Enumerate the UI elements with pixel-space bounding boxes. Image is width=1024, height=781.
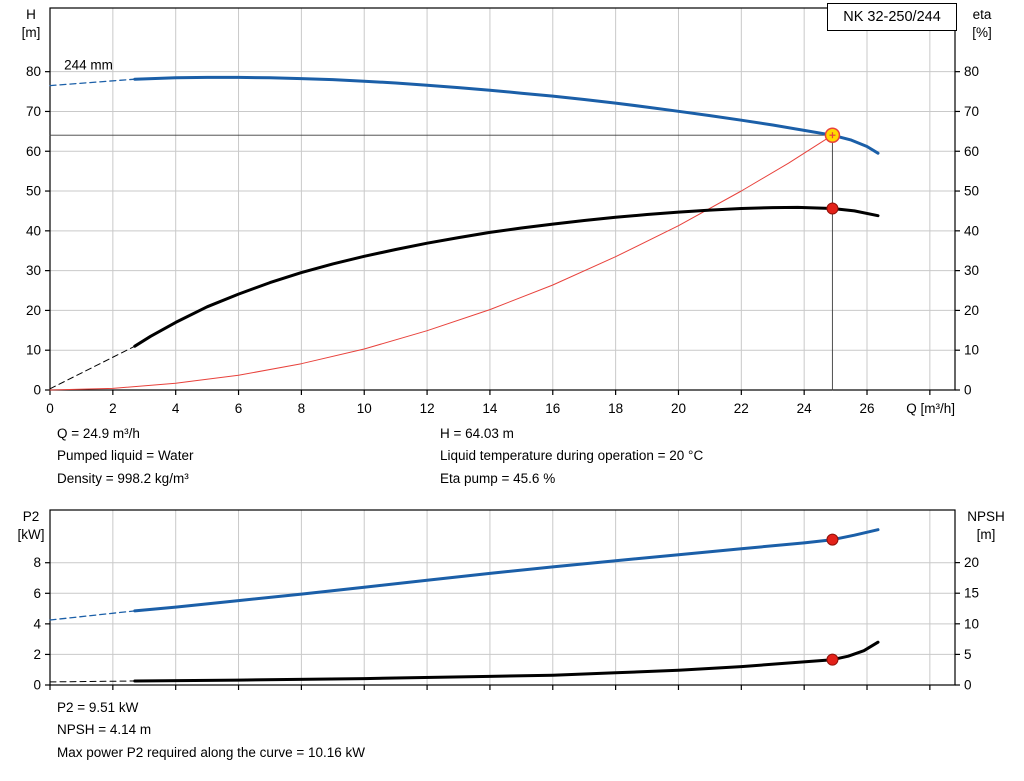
- y-right-axis-title: eta: [973, 7, 992, 22]
- p2-curve-extrapolated: [49, 610, 136, 621]
- max-power-text: Max power P2 required along the curve = …: [57, 744, 366, 760]
- tick-label-bottom: 10: [357, 401, 372, 416]
- y-left-axis-title: [kW]: [18, 527, 45, 542]
- duty-flow-text: Q = 24.9 m³/h: [57, 426, 140, 441]
- tick-label-left: 50: [26, 184, 41, 199]
- eta-curve: [133, 205, 880, 348]
- tick-label-right: 15: [964, 586, 979, 601]
- tick-label-bottom: 2: [109, 401, 117, 416]
- tick-label-left: 60: [26, 144, 41, 159]
- p2-operating-point[interactable]: [826, 533, 839, 546]
- tick-label-right: 40: [964, 223, 979, 238]
- eta-operating-point[interactable]: [826, 202, 839, 215]
- plot-border: [49, 7, 956, 391]
- tick-label-bottom: 8: [298, 401, 306, 416]
- impeller-size-label: 244 mm: [64, 57, 113, 72]
- npsh-operating-point[interactable]: [826, 653, 839, 666]
- tick-label-right: 20: [964, 303, 979, 318]
- tick-label-left: 30: [26, 263, 41, 278]
- tick-label-bottom: 6: [235, 401, 243, 416]
- tick-label-left: 6: [33, 586, 41, 601]
- tick-label-right: 20: [964, 555, 979, 570]
- tick-label-bottom: 16: [545, 401, 560, 416]
- tick-label-right: 50: [964, 184, 979, 199]
- pump-model-box: NK 32-250/244: [827, 3, 957, 31]
- p2-text: P2 = 9.51 kW: [57, 700, 139, 715]
- tick-label-left: 70: [26, 104, 41, 119]
- density-text: Density = 998.2 kg/m³: [57, 470, 189, 486]
- y-right-axis-title: NPSH: [967, 509, 1005, 524]
- tick-label-right: 80: [964, 64, 979, 79]
- tick-label-left: 4: [33, 616, 41, 631]
- tick-label-bottom: 26: [859, 401, 874, 416]
- tick-label-bottom: 24: [797, 401, 813, 416]
- tick-label-bottom: 0: [46, 401, 54, 416]
- pumped-liquid-text: Pumped liquid = Water: [57, 448, 194, 464]
- head-curve: [133, 75, 880, 155]
- power-npsh-info: P2 = 9.51 kW NPSH = 4.14 m Max power P2 …: [57, 697, 365, 764]
- tick-label-left: 0: [33, 383, 41, 398]
- chart-power-npsh[interactable]: 0 2 4 6 8 0 5 10 15 20 P2 [kW] NPSH [m]: [18, 509, 1005, 693]
- tick-label-right: 0: [964, 678, 972, 693]
- tick-label-left: 2: [33, 647, 41, 662]
- tick-label-right: 0: [964, 383, 972, 398]
- duty-info-left: Q = 24.9 m³/h Pumped liquid = Water Dens…: [57, 423, 193, 490]
- tick-label-left: 80: [26, 64, 41, 79]
- y-left-axis-title: P2: [23, 509, 40, 524]
- tick-label-left: 20: [26, 303, 41, 318]
- pump-model-label: NK 32-250/244: [843, 9, 941, 25]
- tick-label-bottom: 12: [420, 401, 435, 416]
- plot-border: [49, 509, 956, 686]
- tick-label-bottom: 20: [671, 401, 686, 416]
- eta-curve-extrapolated: [49, 345, 136, 390]
- head-curve-extrapolated: [49, 78, 136, 87]
- tick-label-bottom: 18: [608, 401, 623, 416]
- p2-curve: [133, 528, 880, 613]
- tick-label-bottom: 4: [172, 401, 180, 416]
- tick-label-right: 10: [964, 343, 979, 358]
- tick-label-left: 10: [26, 343, 41, 358]
- npsh-text: NPSH = 4.14 m: [57, 722, 152, 738]
- tick-label-left: 40: [26, 223, 41, 238]
- y-left-axis-title: [m]: [22, 25, 41, 40]
- duty-head-text: H = 64.03 m: [440, 426, 514, 441]
- tick-label-right: 30: [964, 263, 979, 278]
- eta-pump-text: Eta pump = 45.6 %: [440, 470, 556, 486]
- tick-label-right: 60: [964, 144, 979, 159]
- tick-label-right: 70: [964, 104, 979, 119]
- system-curve: [49, 134, 833, 391]
- tick-label-left: 0: [33, 678, 41, 693]
- x-axis-title: Q [m³/h]: [906, 401, 955, 416]
- npsh-curve-extrapolated: [49, 680, 136, 683]
- tick-label-bottom: 22: [734, 401, 749, 416]
- y-left-axis-title: H: [26, 7, 36, 22]
- tick-label-left: 8: [33, 555, 41, 570]
- duty-info-right: H = 64.03 m Liquid temperature during op…: [440, 423, 703, 490]
- npsh-curve: [133, 640, 880, 683]
- y-right-axis-title: [m]: [977, 527, 996, 542]
- tick-label-right: 5: [964, 647, 972, 662]
- tick-label-right: 10: [964, 616, 979, 631]
- liquid-temperature-text: Liquid temperature during operation = 20…: [440, 448, 704, 464]
- y-right-axis-title: [%]: [972, 25, 992, 40]
- tick-label-bottom: 14: [482, 401, 498, 416]
